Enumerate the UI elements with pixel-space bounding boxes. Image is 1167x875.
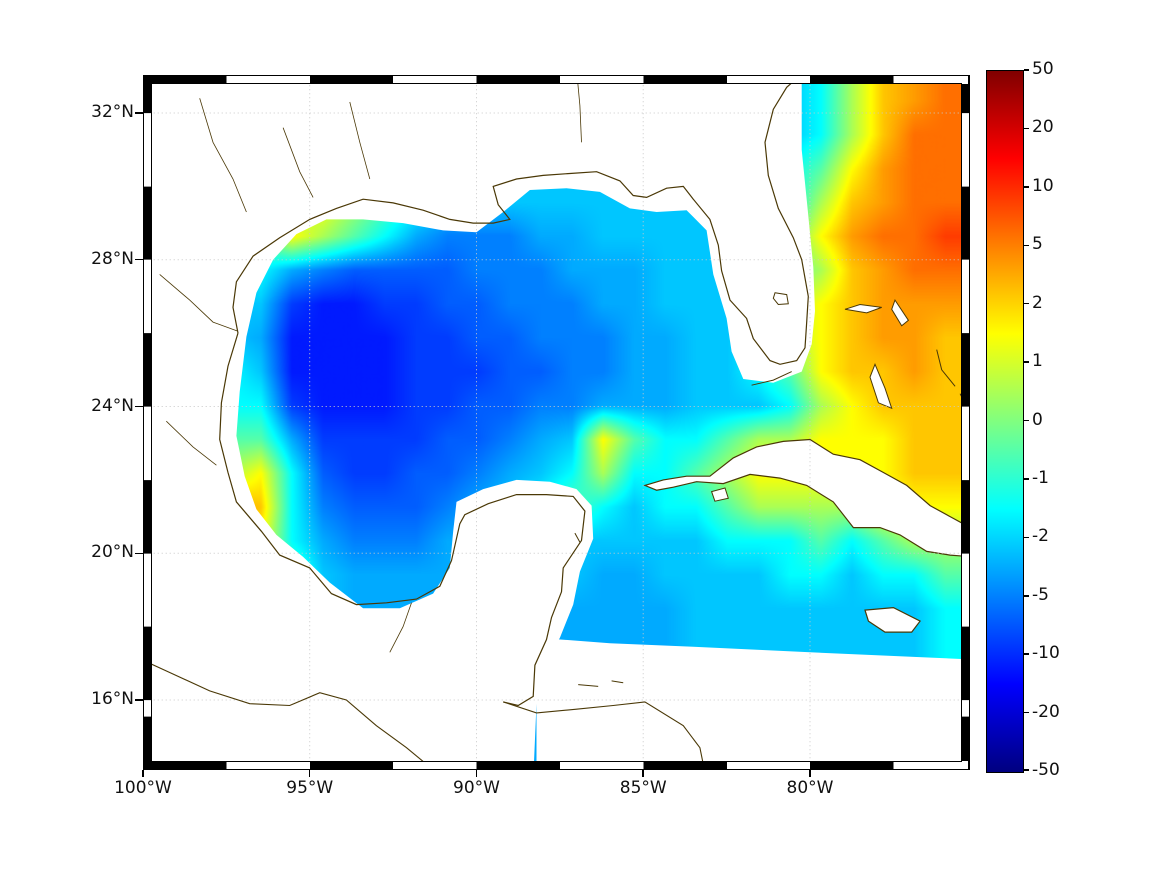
land-mask: [152, 84, 815, 761]
eleuthera-coast: [936, 349, 956, 387]
colorbar-tick-label: -10: [1032, 643, 1060, 664]
y-tick-label: 16°N: [91, 689, 134, 710]
x-tick-mark: [308, 770, 311, 777]
colorbar-tick-mark: [1024, 769, 1029, 771]
x-tick-mark: [642, 770, 644, 777]
colorbar-tick-mark: [1024, 653, 1029, 655]
river-0: [159, 274, 239, 332]
river-5: [166, 420, 217, 466]
y-tick-mark: [135, 405, 143, 408]
andros-island: [869, 362, 893, 410]
colorbar-tick-mark: [1024, 127, 1029, 130]
x-tick-label: 85°W: [619, 778, 667, 798]
colorbar-tick-label: -2: [1032, 526, 1049, 547]
x-tick-label: 95°W: [286, 778, 334, 798]
river-1: [199, 98, 247, 213]
nodata-mask: [536, 637, 961, 761]
coastline-mexico-yucatan: [219, 332, 586, 707]
map-plot-area: [151, 83, 962, 762]
x-tick-label: 90°W: [453, 778, 500, 798]
colorbar-tick-label: 50: [1032, 59, 1054, 79]
colorbar-tick-mark: [1024, 536, 1029, 539]
colorbar-tick-label: -20: [1032, 701, 1060, 722]
colorbar-tick-mark: [1024, 69, 1029, 71]
colorbar-tick-mark: [1024, 478, 1029, 480]
lake-okeechobee: [772, 292, 789, 306]
river-2: [282, 127, 314, 198]
frame-checker-right: [961, 84, 969, 761]
grand-bahama-island: [844, 303, 882, 314]
frame-checker-top: [144, 76, 969, 84]
colorbar-tick-label: -5: [1032, 584, 1049, 605]
coastline-central-america: [503, 701, 704, 761]
frame-checker-bottom: [144, 761, 969, 769]
isla-juventud-island: [710, 487, 729, 502]
x-tick-label: 100°W: [114, 778, 172, 798]
abaco-island: [891, 298, 910, 327]
florida-keys-coast: [751, 371, 792, 386]
colorbar-tick-label: 2: [1032, 292, 1043, 313]
y-tick-mark: [135, 552, 143, 554]
river-4: [577, 84, 582, 143]
colorbar-tick-label: 0: [1032, 409, 1043, 430]
jamaica-island: [864, 606, 922, 633]
map-overlay-svg: [152, 84, 961, 761]
y-tick-label: 20°N: [91, 542, 134, 563]
x-tick-mark: [142, 770, 144, 777]
y-tick-mark: [135, 699, 143, 701]
colorbar-tick-label: 20: [1032, 117, 1054, 138]
frame-checker-left: [144, 84, 152, 761]
x-tick-mark: [809, 770, 811, 777]
colorbar-tick-mark: [1024, 302, 1029, 305]
y-tick-label: 24°N: [91, 395, 134, 416]
colorbar-tick-label: -50: [1032, 760, 1060, 780]
colorbar-tick-mark: [1024, 419, 1029, 422]
y-tick-mark: [135, 112, 143, 114]
colorbar-gradient: [986, 70, 1024, 773]
colorbar-tick-mark: [1024, 244, 1029, 246]
x-tick-mark: [475, 770, 478, 777]
x-tick-label: 80°W: [786, 778, 834, 798]
map-frame-border: [143, 75, 970, 770]
colorbar-tick-mark: [1024, 186, 1029, 188]
y-tick-mark: [135, 258, 143, 261]
colorbar-tick-label: -1: [1032, 467, 1049, 488]
roatan-coast: [578, 684, 599, 687]
colorbar-tick-label: 10: [1032, 175, 1054, 196]
river-3: [349, 101, 371, 180]
river-6: [389, 602, 412, 653]
colorbar-tick-mark: [1024, 711, 1029, 714]
coastline-pacific-mexico: [152, 663, 424, 761]
coastline-us-gulf-atlantic: [232, 84, 809, 365]
guanaja-coast: [611, 680, 624, 684]
colorbar-tick-label: 5: [1032, 234, 1043, 255]
colorbar-tick-mark: [1024, 595, 1029, 597]
cozumel-coast: [574, 532, 581, 543]
cuba-island: [643, 438, 961, 557]
cat-island-coast: [959, 393, 961, 397]
colorbar-tick-label: 1: [1032, 351, 1043, 372]
y-tick-label: 28°N: [91, 248, 134, 269]
colorbar-tick-mark: [1024, 361, 1029, 363]
y-tick-label: 32°N: [91, 101, 134, 122]
